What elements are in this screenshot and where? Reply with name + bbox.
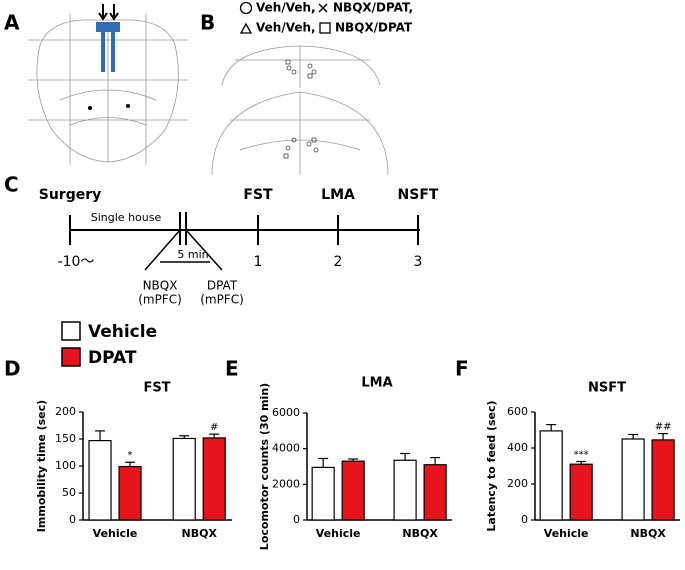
bar <box>341 460 365 521</box>
bar <box>202 437 226 521</box>
day-label: -10〜 <box>58 254 95 270</box>
chart-title: FST <box>143 381 170 396</box>
y-tick-label: 600 <box>507 405 528 418</box>
bar <box>88 440 112 521</box>
bar <box>621 438 645 521</box>
interval-label: 5 min <box>177 248 208 261</box>
brain-section-b: Veh/Veh, NBQX/DPAT, Veh/Veh, NBQX/DPAT <box>211 1 413 176</box>
bar <box>393 459 417 521</box>
chart-title: LMA <box>361 376 392 391</box>
y-tick-label: 2000 <box>272 477 300 490</box>
x-tick-label: NBQX <box>182 527 218 540</box>
panel-label: E <box>225 357 239 381</box>
drug-site: (mPFC) <box>200 293 244 307</box>
cannula <box>101 32 105 72</box>
bar <box>172 437 196 521</box>
y-tick-label: 150 <box>55 432 76 445</box>
y-tick-label: 6000 <box>272 406 300 419</box>
day-label: 3 <box>414 254 423 270</box>
arrow <box>98 4 119 21</box>
legend-text: NBQX/DPAT <box>335 21 413 35</box>
y-axis-label: Immobility time (sec) <box>35 400 48 532</box>
day-label: 1 <box>254 254 263 270</box>
y-axis-label: Latency to feed (sec) <box>485 400 498 531</box>
cannula-cap <box>96 22 120 32</box>
y-axis-label: Locomotor counts (30 min) <box>258 383 271 550</box>
y-tick-label: 0 <box>521 513 528 526</box>
panel-label: B <box>200 11 215 35</box>
event-label: LMA <box>321 187 355 203</box>
drug-label: DPAT <box>207 279 238 293</box>
x-tick-label: Vehicle <box>544 527 589 540</box>
drug-site: (mPFC) <box>138 293 182 307</box>
significance-label: # <box>210 422 218 433</box>
significance-label: *** <box>574 450 589 461</box>
x-tick-label: Vehicle <box>93 527 138 540</box>
bar <box>569 463 593 521</box>
chart-title: NSFT <box>588 381 626 396</box>
legend-swatch <box>61 347 81 367</box>
legend-text: NBQX/DPAT, <box>333 1 413 15</box>
bar <box>423 464 447 521</box>
panel-label: A <box>4 11 20 35</box>
y-tick-label: 100 <box>55 459 76 472</box>
legend-label: DPAT <box>88 348 137 368</box>
y-tick-label: 200 <box>55 405 76 418</box>
legend-text: Veh/Veh, <box>256 21 316 35</box>
brain-section-a <box>28 4 188 165</box>
x-tick-label: NBQX <box>630 527 666 540</box>
event-label: NSFT <box>398 187 439 203</box>
bar <box>311 466 335 521</box>
event-label: Surgery <box>39 187 102 203</box>
legend-swatch <box>61 321 81 341</box>
cannula <box>111 32 115 72</box>
y-tick-label: 200 <box>507 477 528 490</box>
bar <box>651 439 675 521</box>
panel-label: D <box>4 357 21 381</box>
x-tick-label: NBQX <box>402 527 438 540</box>
panel-label: C <box>4 173 19 197</box>
drug-label: NBQX <box>143 279 178 293</box>
y-tick-label: 50 <box>62 486 76 499</box>
legend-text: Veh/Veh, <box>256 1 316 15</box>
y-tick-label: 4000 <box>272 442 300 455</box>
legend-label: Vehicle <box>88 322 157 342</box>
bar <box>539 430 563 521</box>
y-tick-label: 400 <box>507 441 528 454</box>
significance-label: ## <box>655 422 672 433</box>
single-house-label: Single house <box>91 211 162 224</box>
x-tick-label: Vehicle <box>316 527 361 540</box>
timeline <box>69 212 420 271</box>
y-tick-label: 0 <box>293 513 300 526</box>
day-label: 2 <box>334 254 343 270</box>
panel-label: F <box>455 357 469 381</box>
bar <box>118 465 142 521</box>
y-tick-label: 0 <box>69 513 76 526</box>
event-label: FST <box>243 187 273 203</box>
significance-label: * <box>128 450 133 461</box>
